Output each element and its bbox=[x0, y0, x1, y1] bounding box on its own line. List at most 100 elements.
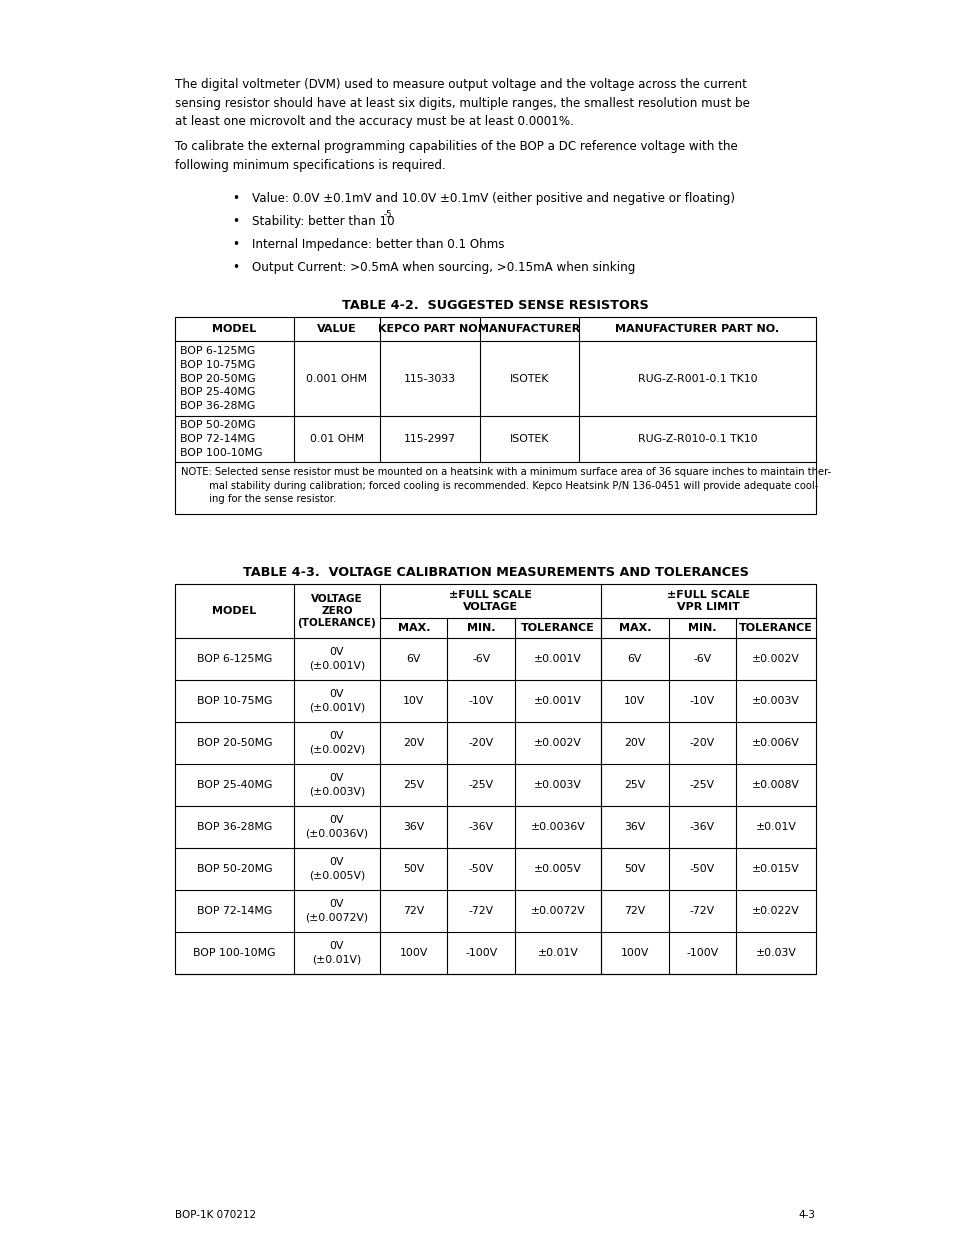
Text: 50V: 50V bbox=[403, 864, 424, 874]
Text: MIN.: MIN. bbox=[466, 622, 495, 634]
Text: MAX.: MAX. bbox=[397, 622, 430, 634]
Text: ±0.006V: ±0.006V bbox=[751, 739, 799, 748]
Text: -36V: -36V bbox=[468, 823, 493, 832]
Text: BOP 6-125MG
BOP 10-75MG
BOP 20-50MG
BOP 25-40MG
BOP 36-28MG: BOP 6-125MG BOP 10-75MG BOP 20-50MG BOP … bbox=[180, 346, 255, 411]
Text: •: • bbox=[232, 215, 239, 228]
Text: VOLTAGE
ZERO
(TOLERANCE): VOLTAGE ZERO (TOLERANCE) bbox=[297, 594, 375, 629]
Text: NOTE: Selected sense resistor must be mounted on a heatsink with a minimum surfa: NOTE: Selected sense resistor must be mo… bbox=[181, 467, 831, 504]
Text: BOP 50-20MG: BOP 50-20MG bbox=[196, 864, 272, 874]
Text: 0V
(±0.001V): 0V (±0.001V) bbox=[309, 647, 365, 671]
Text: -20V: -20V bbox=[689, 739, 714, 748]
Text: ISOTEK: ISOTEK bbox=[509, 433, 548, 445]
Text: BOP 100-10MG: BOP 100-10MG bbox=[193, 948, 275, 958]
Text: ±0.015V: ±0.015V bbox=[751, 864, 799, 874]
Text: TABLE 4-3.  VOLTAGE CALIBRATION MEASUREMENTS AND TOLERANCES: TABLE 4-3. VOLTAGE CALIBRATION MEASUREME… bbox=[242, 566, 748, 579]
Text: 0V
(±0.001V): 0V (±0.001V) bbox=[309, 689, 365, 713]
Text: VALUE: VALUE bbox=[316, 324, 356, 333]
Text: ±FULL SCALE
VOLTAGE: ±FULL SCALE VOLTAGE bbox=[449, 590, 532, 613]
Bar bbox=[175, 584, 815, 974]
Text: 115-3033: 115-3033 bbox=[403, 373, 456, 384]
Text: 4-3: 4-3 bbox=[798, 1210, 815, 1220]
Text: 100V: 100V bbox=[399, 948, 428, 958]
Text: -100V: -100V bbox=[464, 948, 497, 958]
Text: 10V: 10V bbox=[403, 697, 424, 706]
Text: 6V: 6V bbox=[627, 655, 641, 664]
Text: ±0.01V: ±0.01V bbox=[537, 948, 578, 958]
Text: 0V
(±0.01V): 0V (±0.01V) bbox=[312, 941, 361, 965]
Bar bbox=[175, 317, 815, 514]
Text: Stability: better than 10: Stability: better than 10 bbox=[252, 215, 395, 228]
Text: 0.001 OHM: 0.001 OHM bbox=[306, 373, 367, 384]
Text: RUG-Z-R010-0.1 TK10: RUG-Z-R010-0.1 TK10 bbox=[637, 433, 757, 445]
Text: Internal Impedance: better than 0.1 Ohms: Internal Impedance: better than 0.1 Ohms bbox=[252, 238, 504, 251]
Text: 115-2997: 115-2997 bbox=[403, 433, 456, 445]
Text: -50V: -50V bbox=[468, 864, 494, 874]
Text: -25V: -25V bbox=[468, 781, 493, 790]
Text: TOLERANCE: TOLERANCE bbox=[739, 622, 812, 634]
Text: 25V: 25V bbox=[623, 781, 645, 790]
Text: BOP 10-75MG: BOP 10-75MG bbox=[196, 697, 272, 706]
Text: 0V
(±0.002V): 0V (±0.002V) bbox=[309, 731, 365, 755]
Text: 0V
(±0.003V): 0V (±0.003V) bbox=[309, 773, 365, 797]
Text: -10V: -10V bbox=[689, 697, 714, 706]
Text: ±0.003V: ±0.003V bbox=[534, 781, 581, 790]
Text: MANUFACTURER PART NO.: MANUFACTURER PART NO. bbox=[615, 324, 779, 333]
Text: 72V: 72V bbox=[403, 906, 424, 916]
Text: ±0.002V: ±0.002V bbox=[751, 655, 799, 664]
Text: BOP-1K 070212: BOP-1K 070212 bbox=[175, 1210, 256, 1220]
Text: The digital voltmeter (DVM) used to measure output voltage and the voltage acros: The digital voltmeter (DVM) used to meas… bbox=[175, 78, 749, 128]
Text: 10V: 10V bbox=[623, 697, 645, 706]
Text: MIN.: MIN. bbox=[687, 622, 716, 634]
Text: 0.01 OHM: 0.01 OHM bbox=[310, 433, 364, 445]
Text: BOP 72-14MG: BOP 72-14MG bbox=[196, 906, 272, 916]
Text: 0V
(±0.005V): 0V (±0.005V) bbox=[309, 857, 365, 881]
Text: ±0.0072V: ±0.0072V bbox=[530, 906, 585, 916]
Text: BOP 6-125MG: BOP 6-125MG bbox=[196, 655, 272, 664]
Text: ±0.005V: ±0.005V bbox=[534, 864, 581, 874]
Text: 20V: 20V bbox=[403, 739, 424, 748]
Text: -6V: -6V bbox=[692, 655, 711, 664]
Text: 20V: 20V bbox=[623, 739, 645, 748]
Text: ±0.001V: ±0.001V bbox=[534, 697, 581, 706]
Text: TABLE 4-2.  SUGGESTED SENSE RESISTORS: TABLE 4-2. SUGGESTED SENSE RESISTORS bbox=[342, 299, 648, 312]
Text: Output Current: >0.5mA when sourcing, >0.15mA when sinking: Output Current: >0.5mA when sourcing, >0… bbox=[252, 261, 635, 274]
Text: 36V: 36V bbox=[623, 823, 645, 832]
Text: Value: 0.0V ±0.1mV and 10.0V ±0.1mV (either positive and negative or floating): Value: 0.0V ±0.1mV and 10.0V ±0.1mV (eit… bbox=[252, 191, 735, 205]
Text: ±FULL SCALE
VPR LIMIT: ±FULL SCALE VPR LIMIT bbox=[666, 590, 749, 613]
Text: RUG-Z-R001-0.1 TK10: RUG-Z-R001-0.1 TK10 bbox=[637, 373, 757, 384]
Text: -72V: -72V bbox=[468, 906, 493, 916]
Text: 25V: 25V bbox=[403, 781, 424, 790]
Text: ±0.008V: ±0.008V bbox=[751, 781, 799, 790]
Text: MODEL: MODEL bbox=[213, 606, 256, 616]
Text: 50V: 50V bbox=[623, 864, 645, 874]
Text: •: • bbox=[232, 238, 239, 251]
Text: -20V: -20V bbox=[468, 739, 494, 748]
Text: BOP 25-40MG: BOP 25-40MG bbox=[196, 781, 272, 790]
Text: BOP 20-50MG: BOP 20-50MG bbox=[196, 739, 272, 748]
Text: ±0.022V: ±0.022V bbox=[751, 906, 799, 916]
Text: KEPCO PART NO.: KEPCO PART NO. bbox=[377, 324, 481, 333]
Text: MANUFACTURER: MANUFACTURER bbox=[477, 324, 579, 333]
Text: ±0.001V: ±0.001V bbox=[534, 655, 581, 664]
Text: MODEL: MODEL bbox=[213, 324, 256, 333]
Text: BOP 36-28MG: BOP 36-28MG bbox=[196, 823, 272, 832]
Text: ±0.0036V: ±0.0036V bbox=[530, 823, 585, 832]
Text: ±0.01V: ±0.01V bbox=[755, 823, 796, 832]
Text: -10V: -10V bbox=[468, 697, 494, 706]
Text: To calibrate the external programming capabilities of the BOP a DC reference vol: To calibrate the external programming ca… bbox=[175, 140, 738, 172]
Text: -6V: -6V bbox=[472, 655, 490, 664]
Text: ISOTEK: ISOTEK bbox=[509, 373, 548, 384]
Text: 72V: 72V bbox=[623, 906, 645, 916]
Text: -72V: -72V bbox=[689, 906, 714, 916]
Text: 0V
(±0.0072V): 0V (±0.0072V) bbox=[305, 899, 368, 923]
Text: BOP 50-20MG
BOP 72-14MG
BOP 100-10MG: BOP 50-20MG BOP 72-14MG BOP 100-10MG bbox=[180, 420, 262, 458]
Text: •: • bbox=[232, 191, 239, 205]
Text: •: • bbox=[232, 261, 239, 274]
Text: -50V: -50V bbox=[689, 864, 714, 874]
Text: TOLERANCE: TOLERANCE bbox=[520, 622, 595, 634]
Text: -36V: -36V bbox=[689, 823, 714, 832]
Text: 36V: 36V bbox=[403, 823, 424, 832]
Text: ±0.03V: ±0.03V bbox=[755, 948, 796, 958]
Text: ±0.002V: ±0.002V bbox=[534, 739, 581, 748]
Text: -25V: -25V bbox=[689, 781, 714, 790]
